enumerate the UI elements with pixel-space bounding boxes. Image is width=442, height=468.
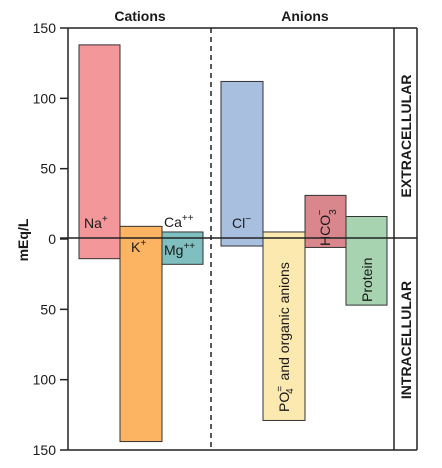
y-tick-label: 50: [40, 301, 56, 317]
label-mg: Mg++: [164, 241, 195, 258]
bar-cl: [220, 80, 264, 247]
y-tick-label: 150: [33, 442, 57, 458]
y-tick-label: 100: [33, 372, 57, 388]
bar-protein: [345, 215, 388, 306]
label-po4: PO=4 and organic anions: [275, 262, 296, 412]
bars-layer: [78, 44, 388, 443]
bar-po4: [262, 231, 306, 421]
y-tick-layer: 150 100 50 0 50 100 150: [33, 20, 68, 458]
header-cations: Cations: [114, 8, 166, 24]
header-anions: Anions: [281, 8, 329, 24]
y-tick-label: 150: [33, 20, 57, 36]
bar-k: [119, 225, 163, 443]
label-protein: Protein: [359, 258, 375, 302]
y-tick-label: 100: [33, 90, 57, 106]
bar-na: [78, 44, 121, 260]
y-axis-label: mEq/L: [15, 218, 31, 261]
label-na: Na+: [84, 214, 108, 231]
label-ca: Ca++: [164, 213, 194, 230]
label-cl: Cl−: [232, 214, 251, 231]
label-k: K+: [131, 238, 146, 255]
bar-labels: Na+ K+ Ca++ Mg++ Cl− PO=4 and organic an…: [84, 209, 375, 412]
section-intracellular: INTRACELLULAR: [398, 281, 414, 399]
bar-hco3: [304, 194, 347, 248]
y-tick-label: 50: [40, 161, 56, 177]
section-extracellular: EXTRACELLULAR: [398, 75, 414, 198]
y-tick-label: 0: [48, 231, 56, 247]
